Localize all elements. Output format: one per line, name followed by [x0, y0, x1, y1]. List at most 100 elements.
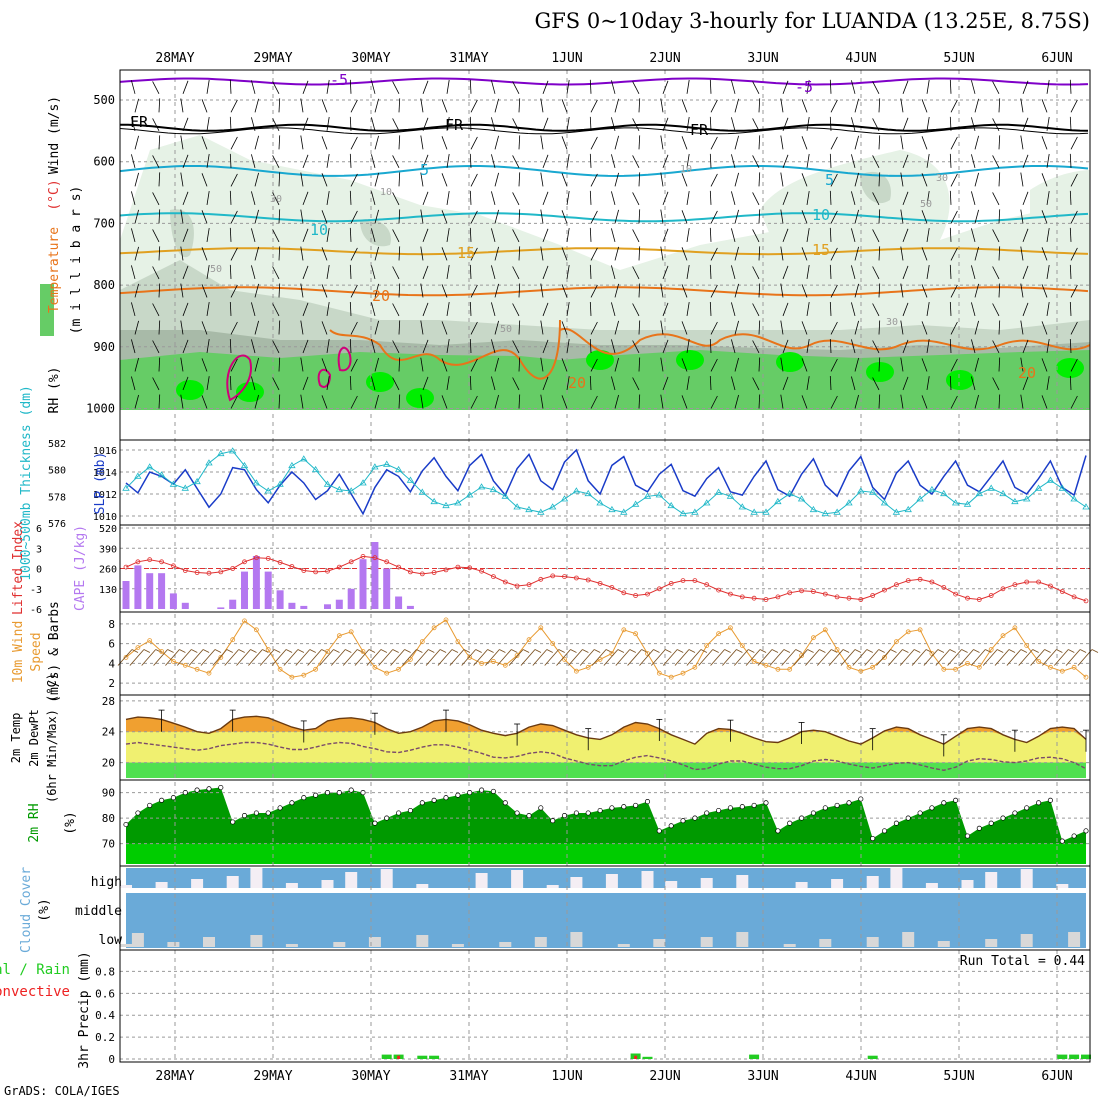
wind-speed-point	[490, 659, 496, 664]
thickness-point	[608, 505, 616, 513]
wind-speed-point	[834, 647, 840, 652]
upper-wind-barb	[371, 339, 376, 354]
contour-label: 50	[920, 199, 932, 210]
wind-barb-flag	[333, 649, 340, 653]
upper-wind-barb	[272, 192, 280, 206]
upper-wind-barb	[441, 321, 448, 335]
cloud-high-gap	[890, 868, 903, 888]
upper-wind-barb	[710, 99, 718, 113]
upper-wind-barb	[710, 173, 718, 187]
wind-barb-flag	[439, 649, 447, 653]
rh-point	[917, 810, 923, 816]
upper-wind-barb	[230, 284, 238, 298]
upper-wind-barb	[134, 246, 139, 261]
upper-wind-barb	[512, 229, 520, 243]
upper-wind-barb	[780, 283, 784, 298]
upper-wind-barb	[752, 340, 760, 354]
upper-wind-barb	[561, 358, 568, 372]
upper-wind-barb	[350, 284, 358, 298]
thickness-point	[252, 479, 261, 486]
cloud-ylabel: Cloud Cover	[19, 867, 34, 953]
upper-wind-barb	[540, 98, 544, 113]
wind-barb	[568, 649, 583, 666]
upper-wind-barb	[392, 266, 400, 280]
lifted-index-point	[668, 581, 674, 586]
upper-wind-barb	[686, 265, 690, 279]
thickness-point	[999, 489, 1007, 497]
upper-wind-barb	[134, 394, 139, 409]
lifted-tick-label: 3	[36, 544, 42, 555]
upper-wind-barb	[950, 358, 958, 372]
wind-barb	[153, 649, 168, 666]
lifted-index-point	[325, 568, 330, 574]
lifted-index-point	[751, 595, 757, 601]
upper-wind-barb	[182, 265, 189, 280]
upper-wind-barb	[566, 153, 570, 168]
upper-wind-barb	[158, 394, 161, 409]
wind-speed-point	[277, 666, 283, 672]
freezing-level-contour	[119, 127, 1089, 135]
temp-ylabel-group: (6hr Min/Max) (°C)	[45, 673, 59, 803]
lifted-index-point	[123, 564, 129, 570]
temp-line	[125, 715, 1087, 745]
upper-wind-barb	[1041, 395, 1048, 409]
wind-barb-flag	[570, 649, 577, 653]
upper-wind-barb	[321, 358, 328, 372]
rh-point	[135, 810, 141, 816]
fills-layer	[40, 135, 1090, 948]
upper-wind-barb	[681, 321, 688, 335]
wind-barb-flag	[961, 649, 968, 653]
upper-wind-barb	[469, 301, 472, 316]
upper-wind-barb	[491, 191, 496, 205]
upper-wind-barb	[470, 358, 478, 372]
wind-barb	[319, 649, 334, 666]
wind-barb	[141, 649, 157, 666]
wind-speed-point	[123, 655, 129, 660]
wind-barb-flag	[902, 649, 909, 653]
dewpoint-line	[125, 741, 1087, 772]
upper-wind-barb	[254, 357, 259, 372]
upper-wind-barb	[180, 172, 184, 187]
upper-wind-barb	[638, 98, 641, 113]
rh-point	[206, 786, 212, 792]
upper-wind-barb	[470, 395, 478, 409]
upper-wind-barb	[589, 338, 592, 353]
wind-barb-flag	[807, 649, 814, 653]
upper-wind-barb	[251, 191, 256, 205]
upper-wind-barb	[542, 339, 549, 354]
upper-wind-barb	[854, 98, 859, 113]
upper-wind-barb	[878, 135, 881, 150]
upper-wind-barb	[300, 98, 304, 113]
wind-barb-flag	[783, 649, 791, 653]
cape-bar	[217, 607, 225, 609]
upper-wind-barb	[614, 135, 619, 150]
upper-wind-barb	[829, 79, 832, 94]
upper-wind-barb	[561, 395, 568, 409]
upper-wind-barb	[872, 81, 880, 95]
wind-speed-point	[965, 661, 970, 666]
thickness-point	[383, 460, 391, 467]
upper-wind-barb	[589, 79, 592, 94]
upper-wind-barb	[872, 155, 880, 169]
wind-speed-point	[194, 666, 200, 672]
lifted-index-point	[502, 579, 508, 585]
upper-wind-barb	[229, 375, 232, 391]
upper-wind-barb	[830, 321, 838, 335]
date-label-bottom: 3JUN	[747, 1069, 778, 1084]
wind-barb	[473, 649, 488, 666]
upper-wind-barb	[300, 172, 304, 187]
rh-shade-95	[1056, 358, 1084, 378]
precip-convective-label: Convective	[0, 984, 70, 1000]
wind-speed-point	[514, 653, 520, 658]
wind-barb	[698, 649, 714, 666]
wind-barb-flag	[1020, 649, 1028, 653]
contour-label: 15	[812, 241, 830, 259]
upper-wind-barb	[758, 209, 761, 224]
rh-point	[822, 805, 828, 811]
upper-wind-barb	[801, 173, 808, 187]
upper-wind-barb	[971, 302, 976, 317]
upper-wind-barb	[542, 117, 549, 131]
upper-wind-barb	[992, 340, 1000, 354]
upper-wind-barb	[518, 283, 521, 298]
upper-wind-barb	[182, 228, 189, 243]
